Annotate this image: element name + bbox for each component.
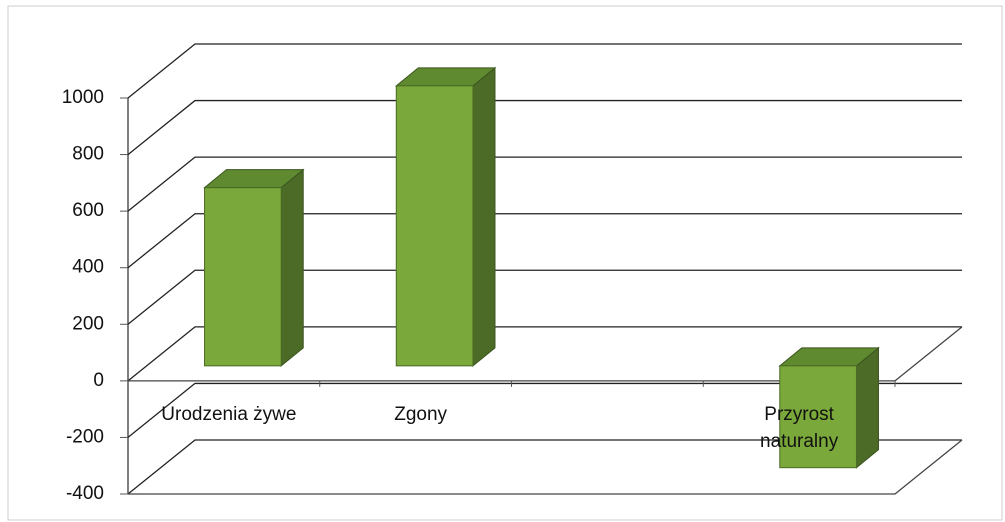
- y-tick-label: 0: [93, 370, 104, 391]
- x-tick-label: Zgony: [394, 403, 448, 425]
- y-tick-label: 400: [72, 257, 104, 278]
- frame: [7, 5, 1003, 521]
- y-tick-label: 600: [72, 200, 104, 221]
- x-tick-label: Przyrost naturalny: [760, 403, 839, 452]
- bar: [395, 85, 474, 367]
- x-tick-label: Urodzenia żywe: [161, 403, 297, 425]
- y-tick-label: -400: [66, 483, 104, 504]
- grid-line: [127, 99, 962, 156]
- y-tick-label: 800: [72, 144, 104, 165]
- grid-line: [127, 326, 962, 382]
- bar: [204, 187, 282, 367]
- y-tick-label: 1000: [62, 87, 104, 108]
- y-tick-label: -200: [66, 426, 104, 447]
- grid-line: [127, 382, 962, 438]
- bar: [779, 365, 857, 469]
- grid-line: [127, 269, 962, 325]
- bar-side: [472, 66, 496, 367]
- grid-line: [127, 213, 962, 269]
- floor-edge: [128, 439, 963, 495]
- bar-side: [280, 168, 304, 367]
- grid-line: [127, 43, 962, 99]
- y-tick-label: 200: [72, 313, 104, 334]
- floor-edge: [128, 326, 963, 382]
- bar-side: [855, 346, 879, 469]
- grid-line: [127, 156, 962, 212]
- grid-line: [127, 439, 962, 495]
